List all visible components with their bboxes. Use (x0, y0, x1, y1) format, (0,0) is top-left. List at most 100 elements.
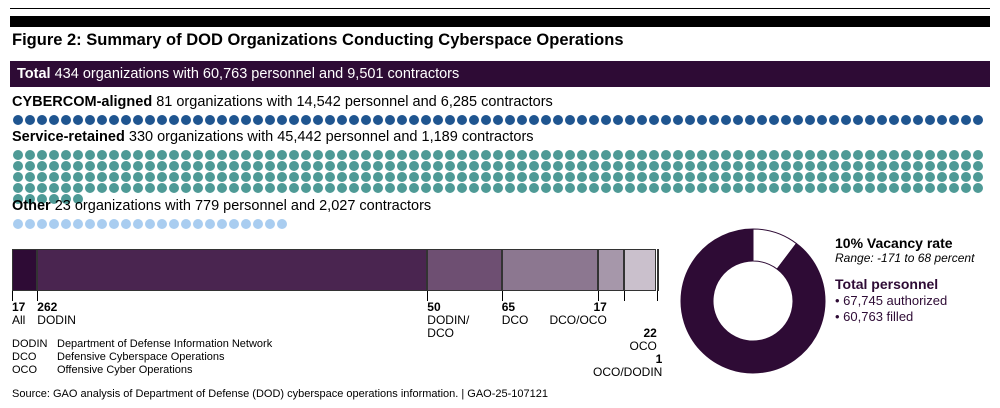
service-org-dot (973, 183, 983, 193)
service-org-dot (817, 172, 827, 182)
cybercom-org-dot (145, 115, 155, 125)
bar-value: 50 (427, 300, 441, 314)
cybercom-org-dot (625, 115, 635, 125)
service-org-dot (457, 183, 467, 193)
cybercom-org-dot (661, 115, 671, 125)
cybercom-org-dot (85, 115, 95, 125)
cybercom-org-dot (37, 115, 47, 125)
service-org-dot (13, 183, 23, 193)
legend-dco: DCO Defensive Cyberspace Operations (12, 351, 225, 363)
cybercom-org-dot (781, 115, 791, 125)
service-org-dot (637, 183, 647, 193)
cybercom-org-dot (817, 115, 827, 125)
service-org-dot (613, 150, 623, 160)
service-org-dot (181, 161, 191, 171)
cybercom-org-dot (373, 115, 383, 125)
service-org-dot (109, 183, 119, 193)
service-org-dot (241, 161, 251, 171)
service-org-dot (97, 183, 107, 193)
cybercom-org-dot (505, 115, 515, 125)
service-org-dot (769, 172, 779, 182)
bar-value: 17 (593, 300, 607, 314)
service-org-dot (793, 150, 803, 160)
service-org-dot (241, 172, 251, 182)
service-org-dot (565, 161, 575, 171)
service-org-dot (901, 172, 911, 182)
service-org-dot (637, 150, 647, 160)
bar-category: All (12, 313, 26, 327)
service-org-dot (829, 150, 839, 160)
cybercom-org-dot (49, 115, 59, 125)
cybercom-org-dot (481, 115, 491, 125)
cybercom-org-dot (577, 115, 587, 125)
cybercom-org-dot (973, 115, 983, 125)
service-org-dot (589, 172, 599, 182)
service-org-dot (769, 161, 779, 171)
service-org-dot (313, 172, 323, 182)
service-org-dot (61, 172, 71, 182)
service-org-dot (493, 150, 503, 160)
service-org-dot (421, 150, 431, 160)
other-org-dot (61, 219, 71, 229)
service-org-dot (673, 150, 683, 160)
cybercom-org-dot (253, 115, 263, 125)
service-org-dot (961, 183, 971, 193)
service-org-dot (397, 172, 407, 182)
cybercom-org-dot (193, 115, 203, 125)
cybercom-org-dot (241, 115, 251, 125)
service-org-dot (301, 150, 311, 160)
total-label: Total (17, 66, 51, 82)
cybercom-org-dot (421, 115, 431, 125)
cybercom-org-dot (937, 115, 947, 125)
service-org-dot (529, 183, 539, 193)
other-org-dot (253, 219, 263, 229)
service-org-dot (241, 183, 251, 193)
other-org-dot (145, 219, 155, 229)
service-org-dot (853, 161, 863, 171)
cybercom-org-dot (301, 115, 311, 125)
service-org-dot (13, 194, 23, 204)
cybercom-org-dot (721, 115, 731, 125)
other-org-dot (85, 219, 95, 229)
legend-oco: OCO Offensive Cyber Operations (12, 364, 193, 376)
cybercom-org-dot (157, 115, 167, 125)
service-org-dot (829, 172, 839, 182)
cybercom-org-dot (325, 115, 335, 125)
service-org-dot (349, 172, 359, 182)
service-org-dot (37, 150, 47, 160)
service-org-dot (445, 150, 455, 160)
service-org-dot (421, 161, 431, 171)
service-org-dot (553, 150, 563, 160)
bar-tick (501, 291, 503, 301)
service-org-dot (289, 150, 299, 160)
service-org-dot (937, 172, 947, 182)
cybercom-org-dot (637, 115, 647, 125)
service-org-dot (793, 172, 803, 182)
cybercom-org-dot (349, 115, 359, 125)
cybercom-org-dot (517, 115, 527, 125)
service-org-dot (361, 150, 371, 160)
cybercom-org-dot (313, 115, 323, 125)
cybercom-org-dot (433, 115, 443, 125)
service-dots (13, 150, 983, 204)
service-text: 330 organizations with 45,442 personnel … (128, 129, 534, 145)
service-org-dot (589, 161, 599, 171)
service-org-dot (313, 183, 323, 193)
other-org-dot (49, 219, 59, 229)
service-org-dot (841, 161, 851, 171)
service-org-dot (469, 183, 479, 193)
service-org-dot (277, 150, 287, 160)
service-org-dot (937, 150, 947, 160)
service-org-dot (673, 172, 683, 182)
service-org-dot (685, 172, 695, 182)
service-org-dot (25, 150, 35, 160)
service-org-dot (697, 183, 707, 193)
bar-segment-oco (623, 249, 657, 291)
other-org-dot (109, 219, 119, 229)
service-org-dot (433, 172, 443, 182)
service-org-dot (601, 172, 611, 182)
service-org-dot (577, 172, 587, 182)
service-org-dot (661, 161, 671, 171)
bar-tick (598, 291, 600, 301)
service-org-dot (505, 183, 515, 193)
